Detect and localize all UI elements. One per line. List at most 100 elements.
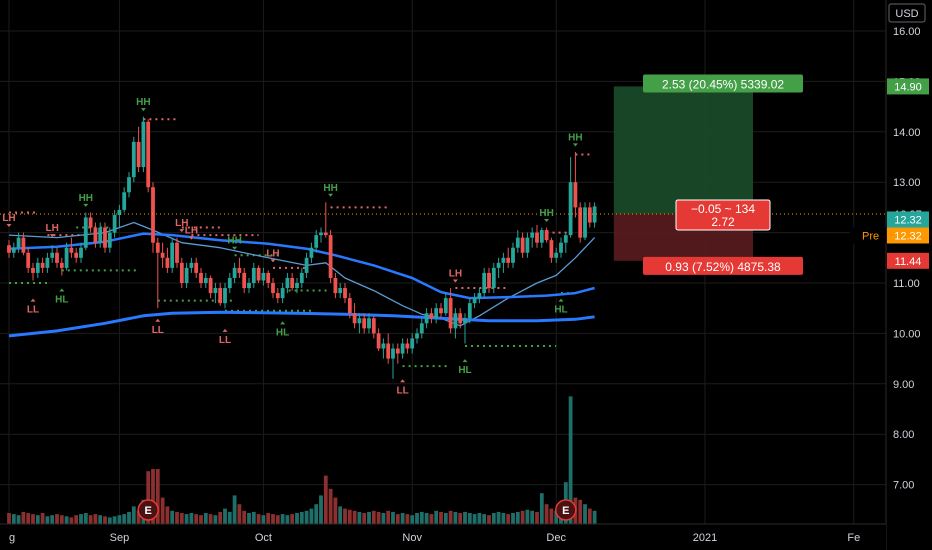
volume-bar <box>333 497 338 524</box>
earnings-marker-icon[interactable] <box>137 499 159 521</box>
stop-info-text: 0.93 (7.52%) 4875.38 <box>665 260 781 274</box>
price-tick-label: 10.00 <box>893 328 921 340</box>
volume-bar <box>295 513 299 524</box>
candle-body <box>482 272 487 294</box>
candle-body <box>141 121 146 168</box>
candle-body <box>554 252 559 258</box>
volume-bar <box>103 516 107 524</box>
price-tick-label: 8.00 <box>893 429 914 441</box>
volume-bar <box>203 513 208 524</box>
volume-bar <box>122 514 127 524</box>
volume-bar <box>371 510 376 524</box>
candle-body <box>391 348 395 359</box>
candle-body <box>117 209 122 215</box>
currency-label: USD <box>895 8 918 20</box>
volume-bar <box>290 514 295 524</box>
candle-body <box>7 245 11 253</box>
candle-body <box>578 207 583 238</box>
volume-bar <box>362 513 367 524</box>
volume-bar <box>237 504 242 524</box>
candle-body <box>323 232 328 236</box>
volume-bar <box>247 513 251 524</box>
volume-bar <box>213 515 218 524</box>
down-triangle-icon <box>452 279 458 283</box>
candle-body <box>525 237 530 253</box>
volume-bar <box>170 510 175 524</box>
volume-bar <box>391 511 395 524</box>
center-info-label[interactable] <box>675 199 771 231</box>
candle-body <box>357 318 362 324</box>
volume-bar <box>184 514 189 524</box>
candle-body <box>31 267 35 273</box>
candle-body <box>304 257 309 273</box>
candle-body <box>256 267 261 281</box>
volume-bar <box>155 469 160 524</box>
swing-label: HH <box>136 97 150 108</box>
target-zone[interactable] <box>613 86 753 214</box>
volume-bar <box>506 514 511 524</box>
swing-label: LH <box>175 218 188 229</box>
candle-body <box>319 232 323 236</box>
candle-body <box>146 121 151 188</box>
volume-bar <box>112 516 117 524</box>
candle-body <box>59 262 64 268</box>
up-triangle-icon <box>59 288 65 292</box>
volume-bar <box>232 495 237 524</box>
candle-body <box>395 348 400 354</box>
volume-bar <box>261 515 266 524</box>
currency-button[interactable]: USD <box>888 3 926 23</box>
candle-body <box>381 343 386 349</box>
candle-body <box>83 217 88 248</box>
candle-body <box>333 277 338 294</box>
volume-bar <box>472 514 477 524</box>
swing-label: HH <box>227 236 241 247</box>
volume-bar <box>218 511 223 524</box>
swing-label: HH <box>539 208 553 219</box>
volume-bar <box>482 514 487 524</box>
candle-body <box>227 277 232 289</box>
candle-body <box>165 257 170 268</box>
up-triangle-icon <box>280 321 286 325</box>
volume-bar <box>55 514 59 524</box>
swing-label: HL <box>276 327 289 338</box>
volume-bar <box>93 514 98 524</box>
candle-body <box>530 232 535 238</box>
moving-average-line <box>8 221 596 327</box>
volume-bar <box>146 471 151 524</box>
volume-bar <box>458 513 463 524</box>
volume-bar <box>323 475 328 524</box>
swing-label: LH <box>266 248 279 259</box>
candle-body <box>439 308 443 314</box>
candle-body <box>151 187 155 243</box>
candle-body <box>16 237 21 248</box>
candle-body <box>45 257 50 268</box>
stop-info-label[interactable] <box>643 256 803 275</box>
candle-body <box>79 247 83 258</box>
volume-bar <box>136 510 141 524</box>
candle-body <box>544 230 549 241</box>
volume-bar <box>381 513 386 524</box>
swing-label: LH <box>185 226 198 237</box>
candle-body <box>424 313 429 324</box>
volume-bar <box>35 515 40 524</box>
target-info-label[interactable] <box>643 74 803 93</box>
volume-bar <box>405 514 410 524</box>
moving-average-line <box>8 232 595 300</box>
candle-body <box>376 333 381 349</box>
candle-body <box>98 227 103 243</box>
up-triangle-icon <box>155 318 161 322</box>
candle-body <box>261 272 266 281</box>
candle-body <box>592 206 597 223</box>
candle-body <box>285 277 290 289</box>
center-info-line2: 2.72 <box>711 215 735 229</box>
candle-body <box>40 262 45 268</box>
volume-bar <box>59 515 64 524</box>
time-axis-label: g <box>9 532 15 544</box>
volume-bar <box>448 510 453 524</box>
candle-body <box>419 323 424 334</box>
volume-bar <box>266 513 271 524</box>
earnings-marker-icon[interactable] <box>555 499 577 521</box>
volume-bar <box>554 510 559 524</box>
